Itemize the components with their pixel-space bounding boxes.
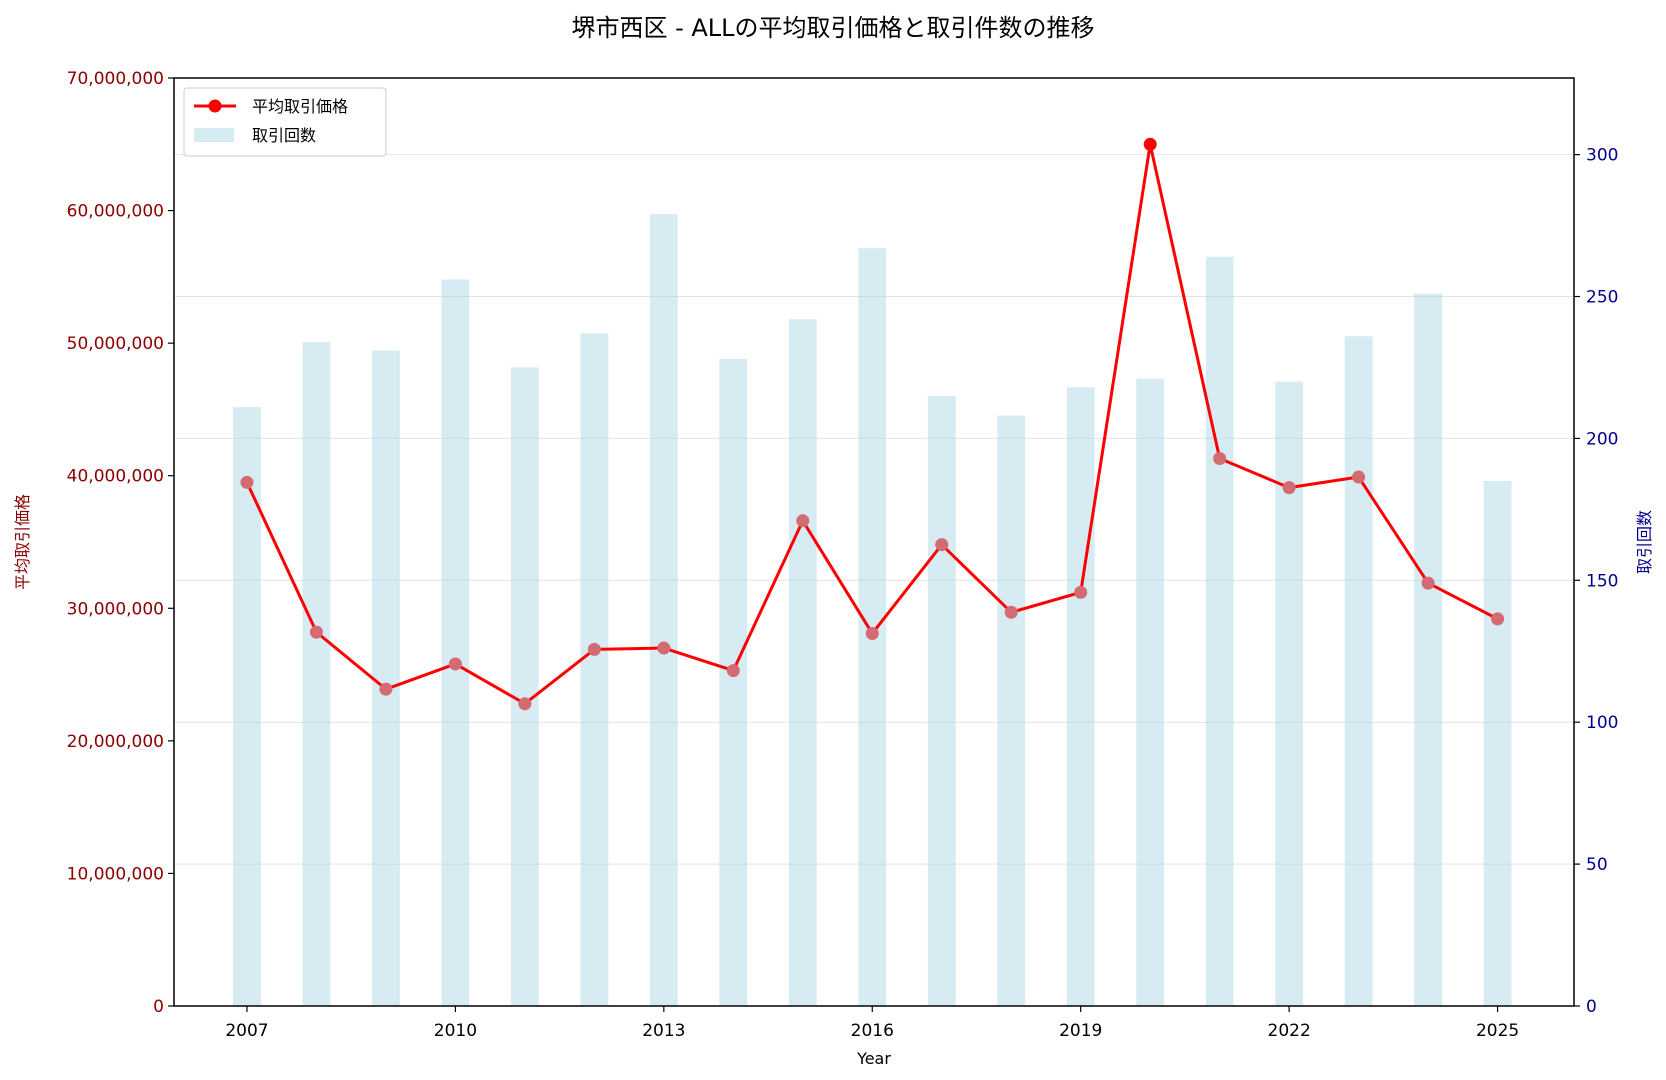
bar xyxy=(788,319,817,1006)
bar xyxy=(510,367,539,1006)
price-point xyxy=(726,664,740,678)
x-tick-label: 2010 xyxy=(434,1021,477,1041)
x-tick-label: 2007 xyxy=(225,1021,268,1041)
price-point xyxy=(1491,612,1505,626)
right-tick-label: 300 xyxy=(1586,146,1618,166)
right-tick-label: 50 xyxy=(1586,855,1608,875)
price-point xyxy=(1282,481,1296,495)
plot-frame xyxy=(173,77,1575,1007)
left-tick-label: 40,000,000 xyxy=(67,467,164,487)
x-tick-label: 2022 xyxy=(1268,1021,1311,1041)
left-tick-label: 60,000,000 xyxy=(67,202,164,222)
bar xyxy=(649,214,678,1006)
right-y-axis-label: 取引回数 xyxy=(1635,510,1654,574)
line-series-price xyxy=(240,137,1505,711)
bar xyxy=(1483,480,1512,1006)
bar xyxy=(1205,256,1234,1006)
right-tick-label: 150 xyxy=(1586,571,1618,591)
price-point xyxy=(1352,470,1366,484)
left-tick-label: 70,000,000 xyxy=(67,69,164,89)
right-tick-label: 250 xyxy=(1586,288,1618,308)
right-tick-label: 100 xyxy=(1586,713,1618,733)
right-tick-label: 0 xyxy=(1586,997,1597,1017)
bar xyxy=(719,358,748,1007)
price-point-highlight xyxy=(1143,137,1157,151)
x-tick-label: 2016 xyxy=(851,1021,894,1041)
legend-label-count: 取引回数 xyxy=(252,126,316,145)
legend-bar-swatch xyxy=(194,128,234,142)
x-tick-label: 2019 xyxy=(1059,1021,1102,1041)
bar xyxy=(1344,336,1373,1007)
price-point xyxy=(1004,605,1018,619)
left-tick-label: 50,000,000 xyxy=(67,334,164,354)
price-point xyxy=(935,538,949,552)
bar xyxy=(441,279,470,1007)
left-tick-label: 30,000,000 xyxy=(67,599,164,619)
bar xyxy=(1066,387,1095,1006)
price-point xyxy=(379,682,393,696)
legend: 平均取引価格 取引回数 xyxy=(183,87,387,157)
price-point xyxy=(796,514,810,528)
price-point xyxy=(1213,451,1227,465)
price-point xyxy=(240,475,254,489)
bar xyxy=(233,407,261,1006)
price-point xyxy=(865,626,879,640)
bar xyxy=(372,350,400,1006)
price-point xyxy=(657,641,671,655)
left-tick-label: 0 xyxy=(153,997,164,1017)
left-y-axis-label: 平均取引価格 xyxy=(13,494,32,590)
bar xyxy=(1275,381,1304,1007)
axes: 0 10,000,000 20,000,000 30,000,000 40,000,00… xyxy=(67,69,1619,1041)
bar xyxy=(927,395,956,1006)
x-axis-label: Year xyxy=(856,1049,891,1068)
price-point xyxy=(518,697,532,711)
bar xyxy=(1136,378,1165,1006)
legend-label-price: 平均取引価格 xyxy=(252,97,348,116)
price-point xyxy=(1074,585,1088,599)
chart-title: 堺市西区 - ALLの平均取引価格と取引件数の推移 xyxy=(571,14,1094,42)
price-point xyxy=(309,625,323,639)
price-point xyxy=(448,657,462,671)
x-tick-label: 2013 xyxy=(642,1021,685,1041)
bar-series-count xyxy=(233,214,1512,1007)
price-point xyxy=(587,642,601,656)
x-tick-label: 2025 xyxy=(1476,1021,1519,1041)
bar xyxy=(997,415,1026,1006)
left-tick-label: 10,000,000 xyxy=(67,864,164,884)
bar xyxy=(302,341,331,1006)
bar xyxy=(580,333,609,1006)
bar xyxy=(1414,293,1442,1006)
price-point xyxy=(1421,576,1435,590)
legend-line-marker xyxy=(208,99,222,113)
left-tick-label: 20,000,000 xyxy=(67,732,164,752)
right-tick-label: 200 xyxy=(1586,429,1618,449)
